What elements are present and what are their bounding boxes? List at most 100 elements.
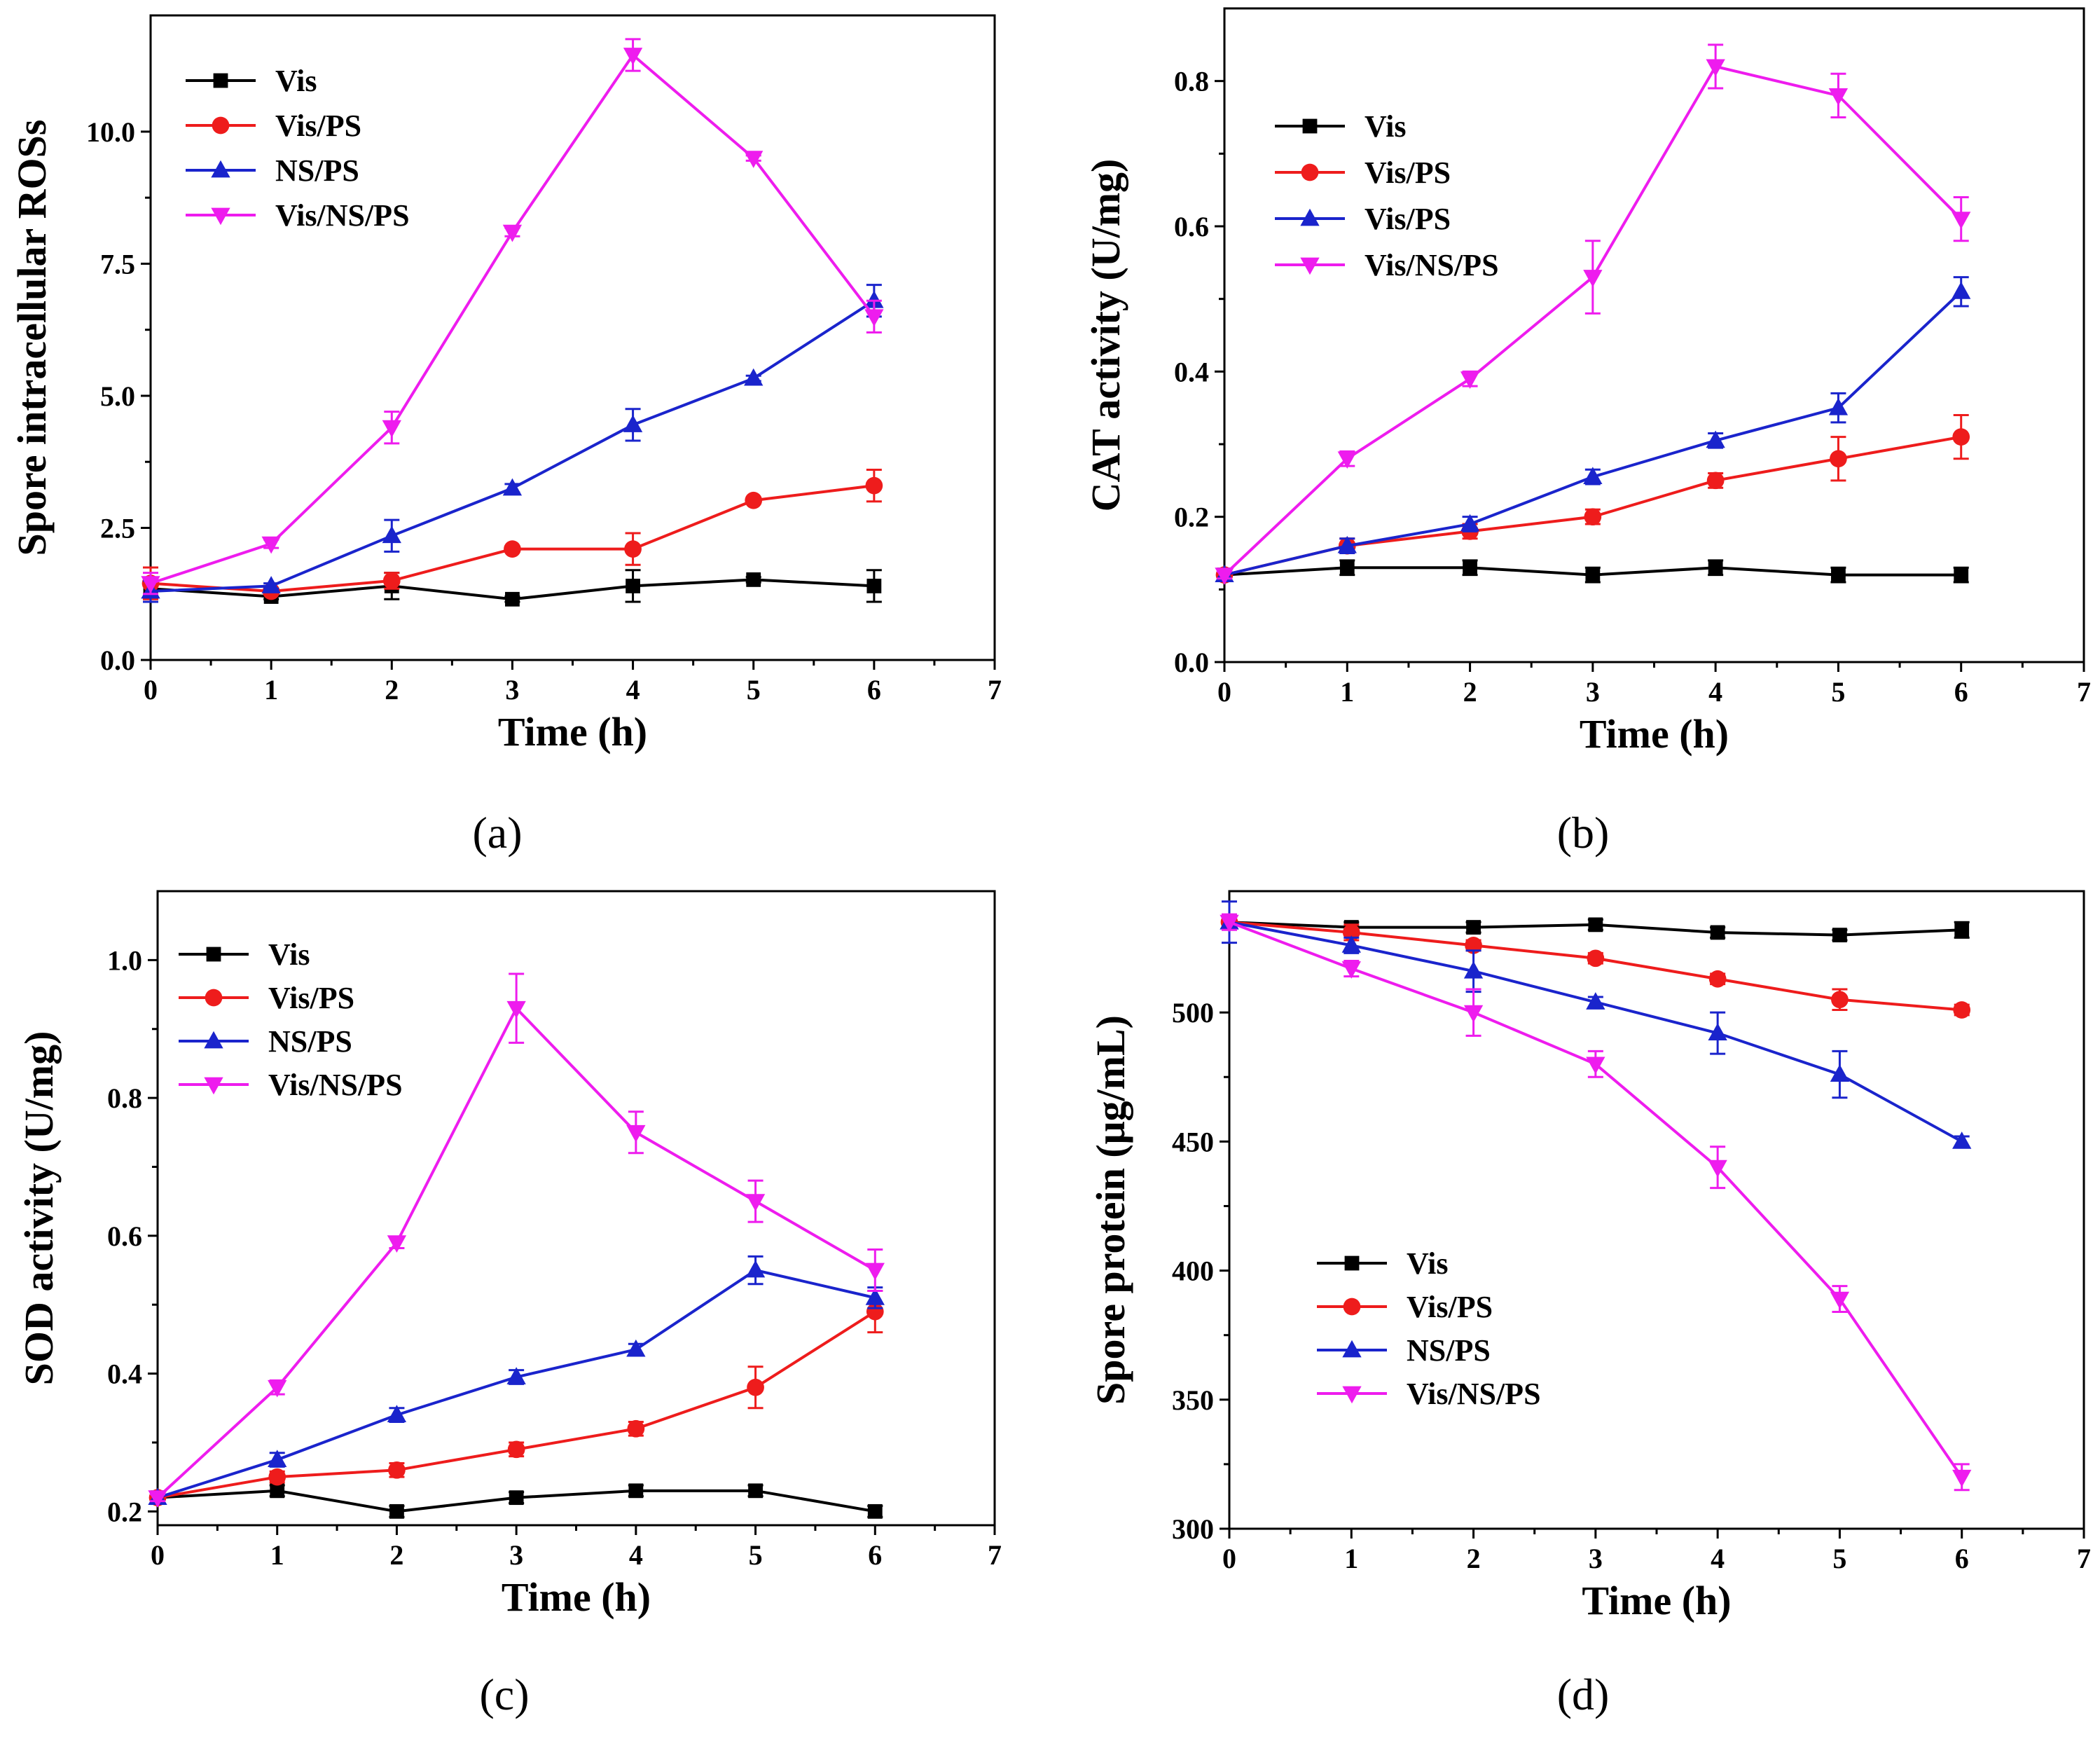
data-point	[865, 476, 883, 495]
data-point	[1339, 560, 1355, 575]
data-point	[1953, 1001, 1971, 1019]
y-tick-label: 7.5	[100, 248, 135, 280]
data-point	[268, 1450, 287, 1467]
y-tick-label: 0.2	[107, 1496, 142, 1527]
x-tick-label: 4	[626, 674, 640, 706]
series-line	[150, 484, 875, 593]
data-point	[1952, 282, 1971, 299]
x-axis-label: Time (h)	[1580, 711, 1729, 757]
data-point	[745, 1260, 766, 1278]
data-point	[1215, 567, 1234, 585]
series-vis-ns-ps	[1220, 913, 1972, 1492]
data-point	[626, 1339, 646, 1357]
legend-marker	[212, 116, 230, 135]
data-point	[261, 536, 281, 554]
x-tick-label: 5	[1831, 676, 1845, 708]
legend-marker	[1301, 163, 1319, 181]
legend-label: Vis	[1365, 109, 1407, 144]
legend-entry: Vis	[179, 937, 310, 972]
data-point	[1585, 567, 1601, 582]
data-point	[1587, 949, 1605, 968]
legend-marker	[1300, 257, 1320, 275]
x-tick-label: 3	[505, 674, 519, 706]
data-point	[864, 290, 884, 308]
chart-panel-d: 0 1 2 3 4 5 6 7 300 350 400 450 500 Time (h) Spore pro…	[1088, 890, 2091, 1719]
y-axis-label: Spore intracellular ROSs	[9, 120, 55, 556]
chart-panel-a: 0 1 2 3 4 5 6 7 0.0 2.5 5.0 7.5 10.0 Time (h) Spore in…	[9, 14, 1002, 858]
data-point	[866, 579, 882, 593]
x-tick-label: 0	[151, 1539, 165, 1571]
y-tick-label: 1.0	[107, 944, 142, 976]
legend-entry: NS/PS	[179, 1024, 352, 1059]
legend-label: NS/PS	[275, 153, 359, 188]
data-point	[623, 48, 643, 65]
data-point	[1583, 270, 1603, 287]
data-point	[1460, 514, 1480, 532]
series-vis-ps	[1215, 414, 1970, 584]
data-point	[748, 1483, 763, 1499]
legend-label: Vis/PS	[1365, 156, 1451, 190]
x-tick-label: 5	[749, 1539, 763, 1571]
x-tick-label: 7	[2077, 1543, 2091, 1574]
legend-marker	[205, 989, 223, 1007]
data-point	[1466, 920, 1481, 935]
legend-label: Vis	[268, 937, 310, 972]
data-point	[747, 1378, 764, 1396]
data-point	[505, 591, 520, 607]
legend-label: Vis/PS	[275, 109, 361, 143]
data-point	[744, 368, 764, 386]
data-point	[1952, 428, 1970, 446]
data-point	[502, 224, 523, 242]
legend-entry: Vis	[186, 64, 317, 98]
data-point	[141, 576, 160, 593]
y-tick-label: 0.4	[1174, 356, 1209, 387]
legend-marker	[211, 207, 230, 226]
data-point	[1828, 397, 1849, 415]
data-point	[1831, 991, 1849, 1009]
x-tick-label: 3	[1589, 1543, 1603, 1574]
data-point	[628, 1483, 644, 1499]
x-tick-label: 7	[988, 1539, 1002, 1571]
data-point	[270, 1483, 285, 1499]
data-point	[1584, 508, 1602, 526]
legend-marker	[213, 73, 228, 88]
series-line	[1224, 435, 1962, 577]
panel-caption: (c)	[479, 1670, 529, 1719]
y-axis-label: CAT activity (U/mg)	[1083, 159, 1128, 512]
data-point	[1460, 371, 1480, 389]
x-axis-label: Time (h)	[498, 709, 647, 755]
data-point	[865, 1288, 885, 1305]
y-tick-label: 0.6	[107, 1220, 142, 1252]
panel-caption: (a)	[472, 808, 522, 858]
legend-marker	[1302, 118, 1318, 134]
data-point	[624, 540, 642, 558]
data-point	[867, 1503, 883, 1519]
series-ns-ps	[141, 284, 884, 603]
x-tick-label: 3	[1586, 676, 1600, 708]
data-point	[1952, 212, 1971, 229]
series-line	[157, 1310, 876, 1499]
series-ns-ps	[1220, 900, 1972, 1149]
legend-entry: Vis	[1317, 1246, 1449, 1281]
series-vis-ps	[1220, 913, 1971, 1019]
data-point	[268, 1468, 286, 1486]
x-tick-label: 1	[1340, 676, 1354, 708]
data-point	[387, 1405, 407, 1423]
y-tick-label: 400	[1172, 1255, 1214, 1287]
y-tick-label: 10.0	[86, 116, 135, 148]
series-vis-ps	[1215, 276, 1971, 582]
y-tick-label: 0.0	[1174, 647, 1209, 678]
series-vis-ns-ps	[1215, 43, 1971, 585]
x-tick-label: 6	[867, 674, 881, 706]
data-point	[1952, 1131, 1972, 1149]
series-ns-ps	[148, 1255, 885, 1506]
x-tick-label: 7	[988, 674, 1002, 706]
x-tick-label: 4	[1711, 1543, 1725, 1574]
series-vis	[143, 569, 882, 607]
y-tick-label: 0.0	[100, 645, 135, 676]
legend-label: NS/PS	[1407, 1333, 1491, 1368]
plot-frame	[1228, 890, 2085, 1530]
data-point	[1954, 567, 1969, 582]
x-tick-label: 5	[747, 674, 761, 706]
